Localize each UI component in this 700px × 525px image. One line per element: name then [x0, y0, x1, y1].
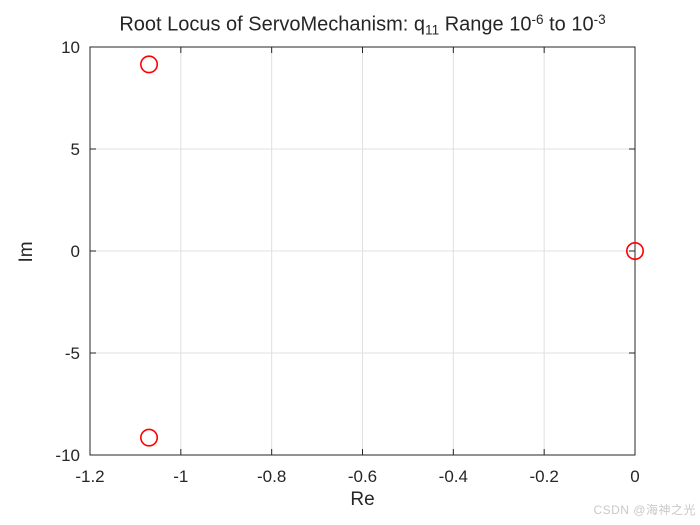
x-tick-label: 0	[630, 467, 639, 486]
chart-title-segment: -3	[593, 12, 606, 27]
chart-title-segment: -6	[531, 12, 544, 27]
x-tick-label: -0.6	[348, 467, 377, 486]
chart-title-segment: 11	[425, 22, 440, 38]
x-tick-label: -1.2	[75, 467, 104, 486]
chart-title-segment: Root Locus of ServoMechanism: q	[119, 13, 426, 36]
pole-marker	[140, 55, 159, 74]
y-tick-label: -5	[65, 344, 80, 363]
x-axis-label: Re	[350, 489, 375, 510]
y-axis-label: Im	[16, 241, 37, 263]
y-tick-label: 5	[71, 140, 80, 159]
x-tick-label: -1	[173, 467, 188, 486]
pole-marker	[625, 242, 644, 261]
chart-title-segment: Range 10	[439, 13, 532, 36]
y-tick-label: -10	[55, 446, 80, 465]
x-tick-label: -0.4	[439, 467, 468, 486]
y-tick-label: 10	[61, 38, 80, 57]
x-tick-label: -0.8	[257, 467, 286, 486]
x-tick-label: -0.2	[530, 467, 559, 486]
watermark: CSDN @海神之光	[593, 503, 696, 517]
chart-title: Root Locus of ServoMechanism: q11 Range …	[90, 8, 635, 43]
y-tick-label: 0	[71, 242, 80, 261]
chart-title-segment: to 10	[543, 13, 594, 36]
pole-marker	[140, 428, 159, 447]
